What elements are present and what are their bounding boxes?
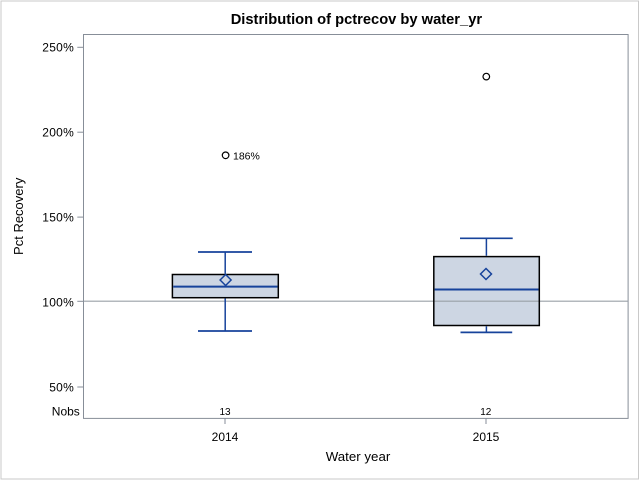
svg-text:150%: 150% (42, 210, 74, 224)
svg-text:Nobs: Nobs (52, 405, 80, 419)
svg-text:50%: 50% (49, 380, 74, 394)
svg-text:2014: 2014 (212, 430, 239, 444)
svg-text:Pct Recovery: Pct Recovery (11, 177, 26, 255)
svg-text:2015: 2015 (473, 430, 500, 444)
svg-text:186%: 186% (233, 150, 260, 162)
svg-text:Water year: Water year (326, 449, 391, 464)
svg-text:12: 12 (480, 407, 492, 418)
svg-text:Distribution of pctrecov by wa: Distribution of pctrecov by water_yr (231, 12, 483, 28)
svg-text:250%: 250% (42, 40, 74, 54)
svg-text:100%: 100% (42, 295, 74, 309)
svg-text:200%: 200% (42, 125, 74, 139)
svg-text:13: 13 (219, 407, 231, 418)
